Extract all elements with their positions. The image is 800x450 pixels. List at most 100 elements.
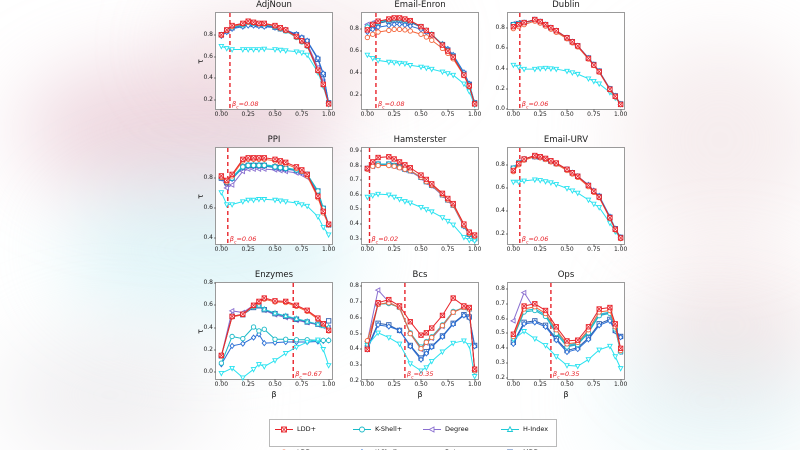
panel-ppi: PPI 0.4 0.6 0.8 0.00 0.25 0.50 0.75 1.00 βc=0.06 τ [196, 135, 335, 275]
x-axis-tick-mark [420, 109, 422, 112]
x-axis-tick-label: 1.00 [321, 111, 336, 118]
series-betweenness [510, 177, 624, 242]
y-axis-tick-mark [359, 208, 362, 210]
beta-c-annotation: βc=0.06 [229, 235, 257, 246]
x-axis-tick-label: 1.00 [613, 111, 628, 118]
y-axis-label: τ [195, 329, 205, 334]
x-axis-tick-mark [220, 379, 222, 382]
panel-email-enron: Email-Enron 0.2 0.4 0.6 0.8 0.00 0.25 0.50 0.75 1… [349, 0, 481, 140]
x-axis-tick-label: 0.50 [560, 246, 574, 253]
series-betweenness [364, 52, 478, 109]
x-axis-tick-mark [539, 109, 541, 112]
series-canvas [217, 148, 332, 246]
x-axis-tick-mark [593, 244, 595, 247]
x-axis-tick-mark [566, 379, 568, 382]
legend-item-k-shell-[interactable]: K-Shell+ [352, 424, 402, 435]
x-axis-tick-label: 0.75 [295, 111, 309, 118]
legend-item-betweenness[interactable]: Betweenness [422, 447, 488, 450]
series-k-shell- [218, 19, 332, 107]
x-axis-tick-label: 0.25 [241, 381, 255, 388]
legend-marker-icon [501, 425, 519, 432]
y-axis-tick-mark [359, 94, 362, 96]
y-axis-tick-mark [505, 187, 508, 189]
y-axis-tick-mark [213, 56, 216, 58]
legend-marker-icon [353, 426, 371, 433]
series-betweenness [510, 329, 624, 372]
x-axis-tick-mark [366, 379, 368, 382]
y-axis-tick-label: 0.4 [349, 220, 359, 228]
x-axis-tick-mark [512, 379, 514, 382]
series-canvas [363, 13, 478, 111]
y-axis-tick-mark [505, 318, 508, 320]
y-axis-label: τ [195, 59, 205, 64]
series-k-shell- [510, 17, 624, 108]
series-betweenness [364, 191, 478, 245]
x-axis-tick-label: 0.00 [214, 381, 229, 388]
x-axis-tick-label: 0.50 [414, 246, 428, 253]
y-axis-tick-label: 0.7 [349, 176, 359, 184]
y-axis-tick-label: 0.6 [495, 314, 505, 322]
y-axis-tick-label: 0.8 [349, 161, 359, 169]
legend-item-degree[interactable]: Degree [422, 424, 469, 435]
x-axis-tick-label: 1.00 [613, 381, 628, 388]
y-axis-tick-mark [505, 362, 508, 364]
x-axis-tick-mark [474, 109, 476, 112]
x-axis-label: β [417, 390, 423, 399]
x-axis-tick-mark [593, 379, 595, 382]
panel-title: AdjNoun [256, 0, 292, 10]
legend-item-mdd[interactable]: MDD [500, 447, 539, 450]
x-axis-tick-mark [566, 244, 568, 247]
y-axis-tick-label: 0.5 [495, 329, 505, 337]
y-axis-tick-mark [213, 99, 216, 101]
y-axis-tick-label: 0.8 [349, 25, 359, 33]
x-axis-tick-label: 1.00 [467, 246, 482, 253]
x-axis-tick-mark [620, 109, 622, 112]
y-axis-tick-mark [359, 194, 362, 196]
series-k-shell [218, 22, 332, 107]
y-axis-tick-mark [213, 237, 216, 239]
y-axis-tick-mark [359, 317, 362, 319]
panel-grid: AdjNoun 0.2 0.4 0.6 0.8 0.00 0.25 0.50 0.75 1.00 β… [193, 0, 627, 415]
legend-item-ldd-[interactable]: LDD+ [274, 424, 316, 435]
y-axis-tick-label: 0.2 [203, 345, 213, 353]
y-axis-tick-mark [505, 332, 508, 334]
y-axis-tick-label: 0.8 [203, 174, 213, 182]
legend-label: Betweenness [445, 449, 488, 450]
multi-panel-figure: AdjNoun 0.2 0.4 0.6 0.8 0.00 0.25 0.50 0.75 1.00 β… [193, 0, 627, 450]
y-axis-tick-label: 0.4 [203, 323, 213, 331]
y-axis-tick-label: 0.4 [203, 74, 213, 82]
beta-c-annotation: βc=0.08 [231, 100, 259, 111]
legend-row: LDD+ K-Shell+ Degree H-Index [274, 422, 552, 433]
legend-item-ldd[interactable]: LDD [274, 447, 311, 450]
plot-area: 0.3 0.4 0.5 0.6 0.7 0.8 0.9 0.00 0.25 0.50 0.75 1.0… [349, 147, 481, 253]
y-axis-tick-mark [505, 288, 508, 290]
background-blur-blob [640, 260, 800, 390]
y-axis-tick-mark [505, 108, 508, 110]
legend-label: MDD [523, 449, 539, 450]
y-axis-tick-label: 0.5 [349, 329, 359, 337]
y-axis-tick-mark [359, 150, 362, 152]
x-axis-tick-label: 1.00 [321, 381, 336, 388]
x-axis-tick-mark [301, 379, 303, 382]
y-axis-tick-label: 0.2 [349, 90, 359, 98]
series-canvas [363, 283, 478, 381]
beta-c-annotation: βc=0.35 [552, 370, 580, 381]
figure-legend: LDD+ K-Shell+ Degree H-Index LDD K-Shell Betw… [269, 419, 557, 450]
y-axis-tick-label: 0.6 [349, 313, 359, 321]
y-axis-tick-mark [359, 223, 362, 225]
x-axis-tick-mark [328, 379, 330, 382]
x-axis-tick-mark [366, 244, 368, 247]
series-degree [509, 17, 623, 108]
y-axis-tick-mark [359, 301, 362, 303]
panel-ops: Ops 0.2 0.3 0.4 0.5 0.6 0.7 0.8 0.00 0.25 0.50 0.75… [495, 270, 627, 410]
panel-email-urv: Email-URV 0.2 0.4 0.6 0.8 0.00 0.25 0.50 0.75 1.0… [495, 135, 627, 275]
x-axis-tick-mark [512, 109, 514, 112]
panel-title: Enzymes [254, 270, 294, 280]
legend-item-h-index[interactable]: H-Index [500, 424, 548, 435]
plot-area: 0.2 0.3 0.4 0.5 0.6 0.7 0.8 0.00 0.25 0.50 0.75 1.0… [495, 282, 627, 399]
y-axis-tick-mark [359, 28, 362, 30]
x-axis-tick-label: 0.25 [533, 381, 547, 388]
beta-c-annotation: βc=0.06 [521, 235, 549, 246]
x-axis-tick-mark [420, 379, 422, 382]
y-axis-tick-mark [359, 285, 362, 287]
